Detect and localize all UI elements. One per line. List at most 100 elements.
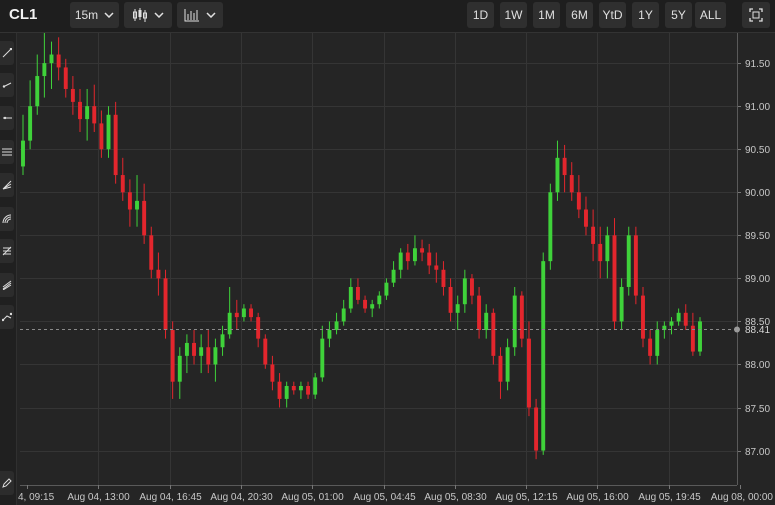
range-1y-button[interactable]: 1Y xyxy=(632,2,659,28)
candle-body xyxy=(477,295,482,331)
candle-body xyxy=(70,88,75,102)
candle xyxy=(698,317,702,356)
candle-body xyxy=(28,106,33,141)
candle-body xyxy=(334,321,339,331)
candle xyxy=(412,235,417,266)
x-tick-label: Aug 05, 19:45 xyxy=(638,492,701,503)
candle xyxy=(327,321,332,348)
chart-toolbar: CL1 15m 1D 1W 1M 6M YtD 1Y 5Y ALL xyxy=(0,0,775,33)
y-tick-label: 89.00 xyxy=(745,274,770,285)
candle-body xyxy=(491,312,496,356)
candle xyxy=(156,252,161,296)
candle-body xyxy=(142,200,147,236)
fib-fan-tool[interactable] xyxy=(0,173,14,197)
path-tool[interactable] xyxy=(0,305,14,329)
candle xyxy=(234,299,239,331)
candle xyxy=(598,226,603,279)
candle xyxy=(519,291,524,348)
candle xyxy=(377,291,382,309)
ray-tool[interactable] xyxy=(0,73,14,97)
candle xyxy=(63,58,68,98)
candle xyxy=(626,226,631,296)
candle xyxy=(42,33,47,98)
candle-body xyxy=(199,347,204,356)
candle xyxy=(135,175,139,227)
candle xyxy=(263,334,268,369)
candle-body xyxy=(192,342,196,356)
candle-body xyxy=(519,295,524,339)
candle-body xyxy=(591,226,596,244)
candle xyxy=(56,37,61,81)
candle-body xyxy=(49,54,54,64)
indicators-icon xyxy=(184,9,199,22)
range-all-button[interactable]: ALL xyxy=(695,2,726,28)
range-1w-button[interactable]: 1W xyxy=(500,2,527,28)
candle-body xyxy=(348,286,353,309)
y-tick-label: 90.50 xyxy=(745,145,770,156)
range-5y-button[interactable]: 5Y xyxy=(665,2,692,28)
range-1d-button[interactable]: 1D xyxy=(467,2,494,28)
candle-body xyxy=(355,286,360,300)
candle-body xyxy=(306,385,311,395)
candle-body xyxy=(227,312,232,335)
trend-line-tool[interactable] xyxy=(0,41,14,65)
candle-body xyxy=(220,334,225,348)
candle xyxy=(120,157,125,201)
candle xyxy=(398,248,403,279)
candle xyxy=(576,175,581,219)
candle xyxy=(562,144,567,193)
chevron-down-icon xyxy=(206,12,216,18)
candlestick-icon xyxy=(133,8,147,22)
range-1m-button[interactable]: 1M xyxy=(533,2,560,28)
candle xyxy=(534,398,539,460)
candle-body xyxy=(683,312,688,326)
candle xyxy=(370,299,375,318)
candle xyxy=(484,304,489,339)
chart-type-select[interactable] xyxy=(124,2,172,28)
candle xyxy=(99,110,104,158)
candle-body xyxy=(648,338,653,356)
x-tick-label: Aug 04, 13:00 xyxy=(67,492,130,503)
candle-body xyxy=(384,282,389,296)
candle xyxy=(469,274,474,305)
fullscreen-button[interactable] xyxy=(742,2,770,28)
candle-body xyxy=(448,286,453,313)
interval-label: 15m xyxy=(74,8,99,22)
fullscreen-icon xyxy=(749,8,763,22)
candle-body xyxy=(113,114,118,176)
candle-body xyxy=(441,269,446,287)
candle xyxy=(527,321,531,417)
range-ytd-button[interactable]: YtD xyxy=(599,2,626,28)
candle xyxy=(241,304,246,322)
candle-body xyxy=(156,269,161,279)
candle xyxy=(348,278,353,313)
candle-body xyxy=(619,286,624,322)
candle xyxy=(70,76,75,115)
candle xyxy=(491,308,496,365)
candle xyxy=(363,295,368,313)
edit-tool[interactable] xyxy=(0,471,14,495)
range-6m-button[interactable]: 6M xyxy=(566,2,593,28)
candle-body xyxy=(249,308,254,318)
y-tick-label: 87.00 xyxy=(745,447,770,458)
indicators-select[interactable] xyxy=(177,2,223,28)
candle-body xyxy=(527,338,531,408)
pitchfork-tool[interactable] xyxy=(0,239,14,263)
horizontal-ray-tool[interactable] xyxy=(0,106,14,130)
candle xyxy=(498,347,503,399)
candle-body xyxy=(690,325,695,352)
candle xyxy=(184,334,189,374)
parallel-channel-tool[interactable] xyxy=(0,273,14,297)
interval-select[interactable]: 15m xyxy=(70,2,119,28)
candle-body xyxy=(298,385,303,391)
candle xyxy=(284,381,289,408)
fib-arcs-tool[interactable] xyxy=(0,207,14,231)
candle-body xyxy=(612,235,617,322)
x-tick-label: Aug 05, 04:45 xyxy=(353,492,416,503)
candle xyxy=(448,278,453,322)
candle-body xyxy=(455,304,460,313)
candle-body xyxy=(120,175,125,193)
candle-body xyxy=(313,377,318,395)
horizontal-lines-tool[interactable] xyxy=(0,140,14,164)
